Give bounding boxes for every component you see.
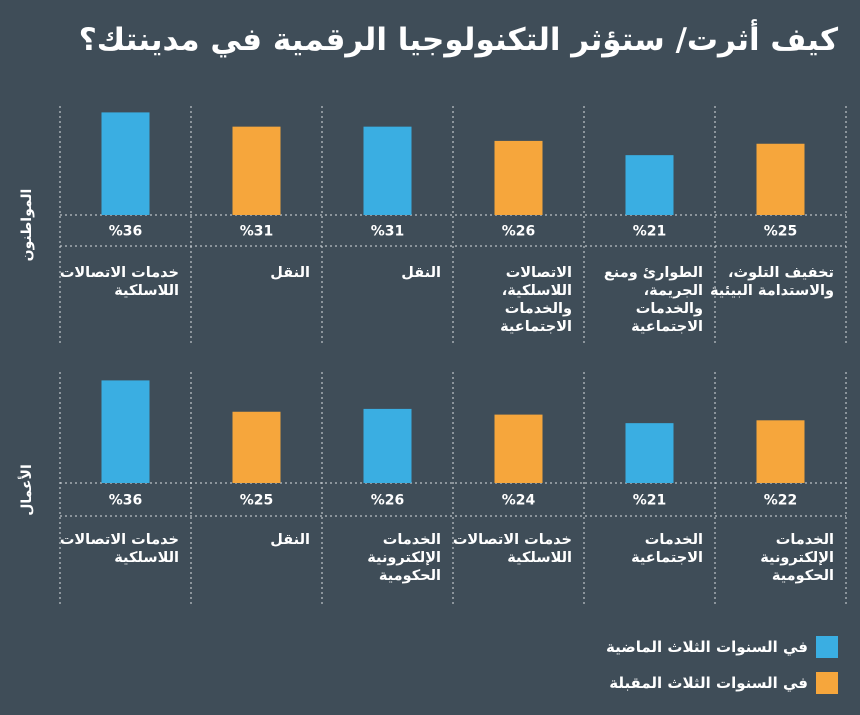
value-label: %26 — [371, 493, 405, 509]
legend-item-future: في السنوات الثلاث المقبلة — [606, 672, 838, 694]
bar — [101, 112, 150, 215]
category-label: والاستدامة البيئية — [710, 283, 834, 299]
category-label: اللاسلكية — [114, 550, 179, 566]
bar — [494, 140, 543, 215]
category-label: اللاسلكية — [114, 283, 179, 299]
value-label: %36 — [109, 224, 143, 240]
legend-label-future: في السنوات الثلاث المقبلة — [609, 674, 808, 692]
legend-swatch-future — [816, 672, 838, 694]
value-label: %26 — [502, 224, 536, 240]
value-label: %36 — [109, 493, 143, 509]
category-label: الإلكترونية — [760, 550, 834, 566]
category-label: الخدمات — [776, 532, 834, 548]
value-label: %21 — [633, 224, 667, 240]
value-label: %25 — [240, 493, 274, 509]
bar — [101, 380, 150, 483]
category-label: الجريمة، — [644, 283, 703, 299]
value-label: %24 — [502, 493, 536, 509]
category-label: الخدمات — [645, 532, 703, 548]
category-label: النقل — [270, 532, 310, 548]
legend-label-past: في السنوات الثلاث الماضية — [606, 638, 808, 656]
category-label: خدمات الاتصالات — [60, 265, 179, 281]
category-label: خدمات الاتصالات — [60, 532, 179, 548]
bar — [363, 408, 412, 483]
bar — [756, 143, 805, 215]
category-label: الاتصالات — [506, 265, 572, 281]
bar — [232, 126, 281, 215]
category-label: الاجتماعية — [631, 550, 703, 566]
category-label: اللاسلكية، — [502, 283, 572, 299]
category-label: تخفيف التلوث، — [728, 265, 834, 281]
category-label: الإلكترونية — [367, 550, 441, 566]
value-label: %22 — [764, 493, 798, 509]
bar — [756, 420, 805, 483]
category-label: الحكومية — [772, 568, 834, 584]
value-label: %31 — [371, 224, 405, 240]
bar — [494, 414, 543, 483]
value-label: %21 — [633, 493, 667, 509]
category-label: اللاسلكية — [507, 550, 572, 566]
category-label: الاجتماعية — [500, 319, 572, 335]
category-label: الاجتماعية — [631, 319, 703, 335]
category-label: الطوارئ ومنع — [604, 265, 703, 281]
category-label: الخدمات — [383, 532, 441, 548]
bar — [363, 126, 412, 215]
panel-label: المواطنون — [19, 189, 35, 262]
legend-item-past: في السنوات الثلاث الماضية — [606, 636, 838, 658]
bar — [625, 423, 674, 483]
bar — [625, 155, 674, 215]
category-label: والخدمات — [505, 301, 572, 317]
bar — [232, 411, 281, 483]
category-label: الحكومية — [379, 568, 441, 584]
category-label: النقل — [270, 265, 310, 281]
panel-label: الأعمال — [18, 464, 35, 516]
chart-title: كيف أثرت/ ستؤثر التكنولوجيا الرقمية في م… — [78, 22, 838, 58]
legend: في السنوات الثلاث الماضية في السنوات الث… — [606, 636, 838, 708]
value-label: %25 — [764, 224, 798, 240]
legend-swatch-past — [816, 636, 838, 658]
value-label: %31 — [240, 224, 274, 240]
category-label: خدمات الاتصالات — [453, 532, 572, 548]
category-label: والخدمات — [636, 301, 703, 317]
category-label: النقل — [401, 265, 441, 281]
